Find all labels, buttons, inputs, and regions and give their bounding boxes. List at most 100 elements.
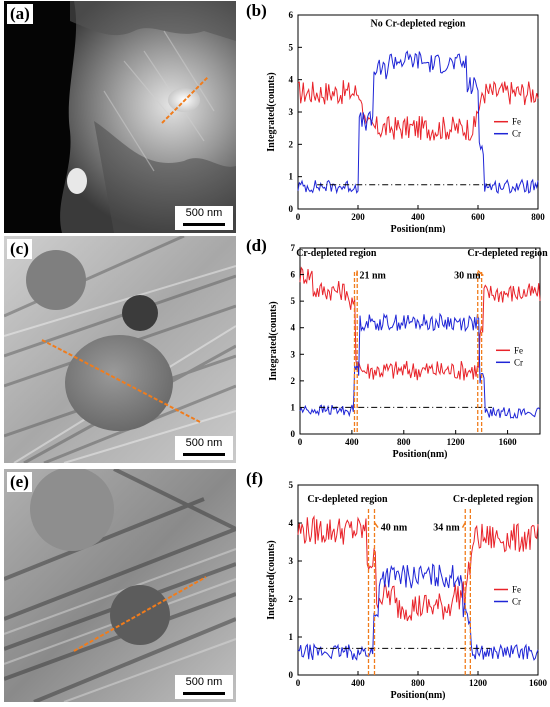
legend-label-cr-b: Cr (512, 129, 521, 139)
y-tick-label-b-1: 1 (289, 172, 294, 182)
precipitate-e1 (30, 469, 114, 551)
y-tick-label-b-4: 4 (289, 75, 294, 85)
scale-label-c: 500 nm (185, 437, 223, 449)
x-tick-label-f-2: 800 (411, 678, 425, 688)
y-tick-label-b-2: 2 (289, 139, 294, 149)
panel-label-f: (f) (246, 469, 263, 488)
plot-frame-b (297, 14, 539, 210)
chart-f: Cr-depleted region 40 nm Cr-depleted regio… (246, 469, 548, 702)
legend-label-fe-d: Fe (514, 345, 523, 355)
x-tick-label-f-0: 0 (296, 678, 301, 688)
precipitate-c2 (122, 295, 158, 331)
x-tick-label-b-1: 200 (351, 212, 365, 222)
series-line-cr-d (299, 312, 541, 419)
y-tick-label-d-3: 3 (291, 349, 296, 359)
chart-f-svg: Cr-depleted region 40 nm Cr-depleted regio… (266, 480, 548, 701)
scale-bar-a: 500 nm (175, 206, 233, 230)
annotation-f-2: Cr-depleted region (453, 494, 534, 505)
precipitate-c3 (65, 335, 173, 431)
scale-bar-line-c (183, 453, 225, 456)
y-tick-label-b-6: 6 (289, 10, 294, 20)
panel-label-d: (d) (246, 236, 267, 255)
scale-label-e: 500 nm (185, 676, 223, 688)
y-tick-label-f-5: 5 (289, 480, 294, 490)
particle-a (67, 168, 87, 194)
y-axis-label-b: Integrated(counts) (266, 72, 277, 151)
precipitate-c1 (26, 250, 86, 310)
series-line-fe-d (299, 266, 541, 381)
x-tick-label-b-3: 600 (471, 212, 485, 222)
x-tick-label-b-0: 0 (296, 212, 301, 222)
micrograph-c-image (4, 236, 236, 463)
annotation-d-3: 30 nm (454, 271, 481, 282)
chart-d: Cr-depleted region 21 nm Cr-depleted regio… (246, 236, 548, 463)
annotation-d-1: 21 nm (359, 271, 386, 282)
scan-line-e (73, 576, 207, 652)
y-tick-label-d-2: 2 (291, 376, 296, 386)
x-axis-label-d: Position(nm) (393, 449, 448, 460)
annotation-f-3: 34 nm (433, 523, 460, 534)
x-tick-label-f-4: 1600 (529, 678, 548, 688)
y-tick-label-d-7: 7 (291, 243, 296, 253)
scan-line-a (161, 76, 209, 124)
legend-label-cr-f: Cr (512, 597, 521, 607)
plot-frame-d (299, 247, 541, 435)
x-tick-label-d-0: 0 (298, 437, 303, 447)
annotation-d-2: Cr-depleted region (467, 248, 548, 259)
panel-label-b: (b) (246, 1, 267, 20)
scale-bar-c: 500 nm (175, 436, 233, 460)
annotation-f-0: Cr-depleted region (307, 494, 388, 505)
annotation-arrow-d-1 (355, 270, 358, 276)
micrograph-a-image (4, 1, 236, 233)
y-axis-label-f: Integrated(counts) (266, 540, 277, 619)
y-tick-label-f-2: 2 (289, 594, 294, 604)
y-tick-label-d-6: 6 (291, 270, 296, 280)
series-line-fe-b (297, 80, 539, 141)
y-tick-label-f-3: 3 (289, 556, 294, 566)
x-tick-label-d-2: 800 (397, 437, 411, 447)
panel-label-c: (c) (7, 239, 32, 259)
panel-label-e: (e) (7, 472, 32, 492)
series-line-fe-f (297, 515, 539, 622)
micrograph-c: (c) 500 nm (4, 236, 236, 463)
micrograph-a: (a) 500 nm (4, 1, 236, 233)
annotation-arrow-f-3 (461, 522, 466, 528)
y-tick-label-f-0: 0 (289, 670, 294, 680)
series-line-cr-f (297, 563, 539, 661)
y-tick-label-f-4: 4 (289, 518, 294, 528)
x-axis-label-b: Position(nm) (391, 224, 446, 233)
scale-bar-line-e (183, 692, 225, 695)
annotation-arrow-d-3 (477, 269, 484, 277)
y-tick-label-d-1: 1 (291, 402, 296, 412)
x-tick-label-b-4: 800 (531, 212, 545, 222)
micrograph-e: (e) 500 nm (4, 469, 236, 702)
scale-label-a: 500 nm (185, 207, 223, 219)
x-tick-label-d-1: 400 (345, 437, 359, 447)
legend-label-fe-b: Fe (512, 117, 521, 127)
annotation-b-0: No Cr-depleted region (371, 18, 466, 29)
legend-label-cr-d: Cr (514, 357, 523, 367)
y-tick-label-d-0: 0 (291, 429, 296, 439)
y-tick-label-b-0: 0 (289, 204, 294, 214)
y-tick-label-b-3: 3 (289, 107, 294, 117)
x-tick-label-d-4: 1600 (499, 437, 518, 447)
micrograph-e-image (4, 469, 236, 702)
legend-label-fe-f: Fe (512, 585, 521, 595)
y-tick-label-f-1: 1 (289, 632, 294, 642)
chart-b-svg: No Cr-depleted region 0 200 400 600 800 0 1 2 3 4 5… (266, 10, 545, 235)
scale-bar-line-a (183, 223, 225, 226)
annotation-arrow-f-1 (373, 522, 379, 529)
x-tick-label-b-2: 400 (411, 212, 425, 222)
chart-b: No Cr-depleted region 0 200 400 600 800 0 1 2 3 4 5… (246, 1, 548, 235)
x-axis-label-f: Position(nm) (391, 690, 446, 701)
x-tick-label-f-1: 400 (351, 678, 365, 688)
panel-label-a: (a) (7, 4, 33, 24)
y-tick-label-d-5: 5 (291, 296, 296, 306)
annotation-d-0: Cr-depleted region (296, 248, 377, 259)
x-tick-label-d-3: 1200 (447, 437, 466, 447)
y-tick-label-b-5: 5 (289, 42, 294, 52)
x-tick-label-f-3: 1200 (469, 678, 488, 688)
series-line-cr-b (297, 50, 539, 195)
y-tick-label-d-4: 4 (291, 323, 296, 333)
chart-d-svg: Cr-depleted region 21 nm Cr-depleted regio… (268, 243, 548, 460)
